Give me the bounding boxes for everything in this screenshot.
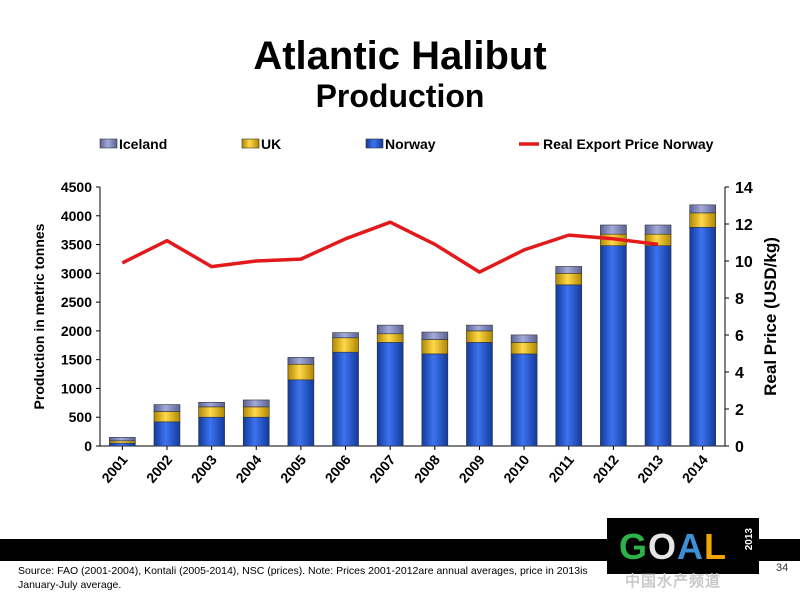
y2-tick-label: 12 <box>735 217 753 234</box>
footer-bar <box>0 539 800 561</box>
bar-norway-2002 <box>153 421 181 447</box>
legend-label-uk: UK <box>261 136 281 152</box>
legend-swatch-uk <box>241 138 260 149</box>
y-axis-label: Production in metric tonnes <box>31 223 47 409</box>
bar-iceland-2008 <box>421 331 449 340</box>
y-tick-label: 3000 <box>61 265 92 281</box>
price-line <box>121 220 659 274</box>
logo-letter: G <box>619 526 649 567</box>
y-tick-label: 500 <box>69 409 93 425</box>
x-tick-label: 2001 <box>98 451 130 485</box>
x-tick-label: 2006 <box>322 451 354 485</box>
y2-tick-label: 0 <box>735 439 744 456</box>
y2-tick-label: 4 <box>735 365 744 382</box>
watermark: 中国水产频道 <box>625 573 722 590</box>
y-tick-label: 2000 <box>61 323 92 339</box>
bar-iceland-2009 <box>466 324 493 332</box>
x-tick-label: 2002 <box>143 451 175 485</box>
bar-uk-2003 <box>198 406 225 418</box>
bar-norway-2007 <box>376 342 404 447</box>
bar-norway-2014 <box>689 226 716 447</box>
slide-subtitle: Production <box>315 78 485 114</box>
legend-swatch-norway <box>365 138 384 149</box>
bar-iceland-2004 <box>242 399 270 408</box>
bar-norway-2012 <box>600 245 627 447</box>
bar-iceland-2011 <box>555 266 583 274</box>
x-tick-label: 2008 <box>411 451 443 485</box>
bar-iceland-2013 <box>644 224 672 235</box>
logo-letter: A <box>677 526 705 567</box>
bar-norway-2011 <box>555 284 583 447</box>
logo-letter: L <box>704 526 728 567</box>
bar-norway-2003 <box>198 416 225 447</box>
bar-iceland-2012 <box>600 224 627 235</box>
bar-iceland-2010 <box>510 334 538 343</box>
x-tick-label: 2007 <box>366 451 398 485</box>
bar-norway-2006 <box>332 351 359 447</box>
y2-tick-label: 2 <box>735 402 744 419</box>
y-tick-label: 2500 <box>61 294 92 310</box>
bar-uk-2014 <box>689 212 716 228</box>
y-tick-label: 4500 <box>61 179 92 195</box>
bar-iceland-2002 <box>153 404 181 412</box>
bar-uk-2007 <box>376 333 404 343</box>
bar-uk-2011 <box>555 273 583 286</box>
bar-uk-2001 <box>109 440 136 444</box>
y2-tick-label: 14 <box>735 180 753 197</box>
bar-norway-2009 <box>466 342 493 447</box>
y-tick-label: 0 <box>84 438 92 454</box>
goal-logo: GOAL 2013 <box>607 518 759 574</box>
production-chart: 0 500 1000 1500 2000 2500 3000 3500 4000 4500 0 2 4 6… <box>31 136 780 486</box>
bar-iceland-2006 <box>332 332 359 339</box>
legend-swatch-iceland <box>99 138 118 149</box>
logo-letter: O <box>648 526 678 567</box>
y-tick-label: 3500 <box>61 237 92 253</box>
bar-norway-2005 <box>287 379 315 447</box>
bar-uk-2005 <box>287 363 315 381</box>
source-note: Source: FAO (2001-2004), Kontali (2005-2… <box>18 565 588 591</box>
y2-tick-label: 10 <box>735 254 753 271</box>
slide-title: Atlantic Halibut <box>253 34 547 78</box>
x-tick-label: 2012 <box>589 451 621 485</box>
bar-uk-2010 <box>510 342 538 355</box>
bar-uk-2006 <box>332 337 359 353</box>
logo-text: GOAL <box>619 526 727 568</box>
bar-uk-2002 <box>153 411 181 423</box>
bar-iceland-2003 <box>198 401 225 408</box>
bar-norway-2010 <box>510 353 538 447</box>
bar-iceland-2005 <box>287 357 315 365</box>
logo-year: 2013 <box>744 528 755 551</box>
x-tick-label: 2005 <box>277 451 309 485</box>
y-tick-label: 1500 <box>61 352 92 368</box>
bar-uk-2008 <box>421 339 449 355</box>
y-tick-label: 1000 <box>61 380 92 396</box>
bar-norway-2004 <box>242 416 270 447</box>
bar-norway-2013 <box>644 245 672 447</box>
bar-norway-2008 <box>421 353 449 447</box>
bar-uk-2009 <box>466 330 493 343</box>
x-tick-label: 2003 <box>188 451 220 485</box>
bar-norway-2001 <box>109 442 136 447</box>
x-tick-label: 2010 <box>500 451 532 485</box>
bar-uk-2004 <box>242 406 270 418</box>
bar-iceland-2007 <box>376 324 404 335</box>
y2-axis-label: Real Price (USD/kg) <box>761 237 780 396</box>
y-tick-label: 4000 <box>61 208 92 224</box>
page-number: 34 <box>776 562 789 574</box>
legend-label-price: Real Export Price Norway <box>543 136 714 152</box>
bar-iceland-2001 <box>109 437 136 442</box>
legend-label-iceland: Iceland <box>119 136 167 152</box>
y2-tick-label: 6 <box>735 328 744 345</box>
x-tick-label: 2013 <box>634 451 666 485</box>
legend-label-norway: Norway <box>385 136 436 152</box>
x-tick-label: 2014 <box>679 451 711 485</box>
x-tick-label: 2004 <box>232 451 264 485</box>
bar-iceland-2014 <box>689 204 716 214</box>
y2-tick-label: 8 <box>735 291 744 308</box>
x-tick-label: 2009 <box>455 451 487 485</box>
x-tick-label: 2011 <box>545 451 577 485</box>
